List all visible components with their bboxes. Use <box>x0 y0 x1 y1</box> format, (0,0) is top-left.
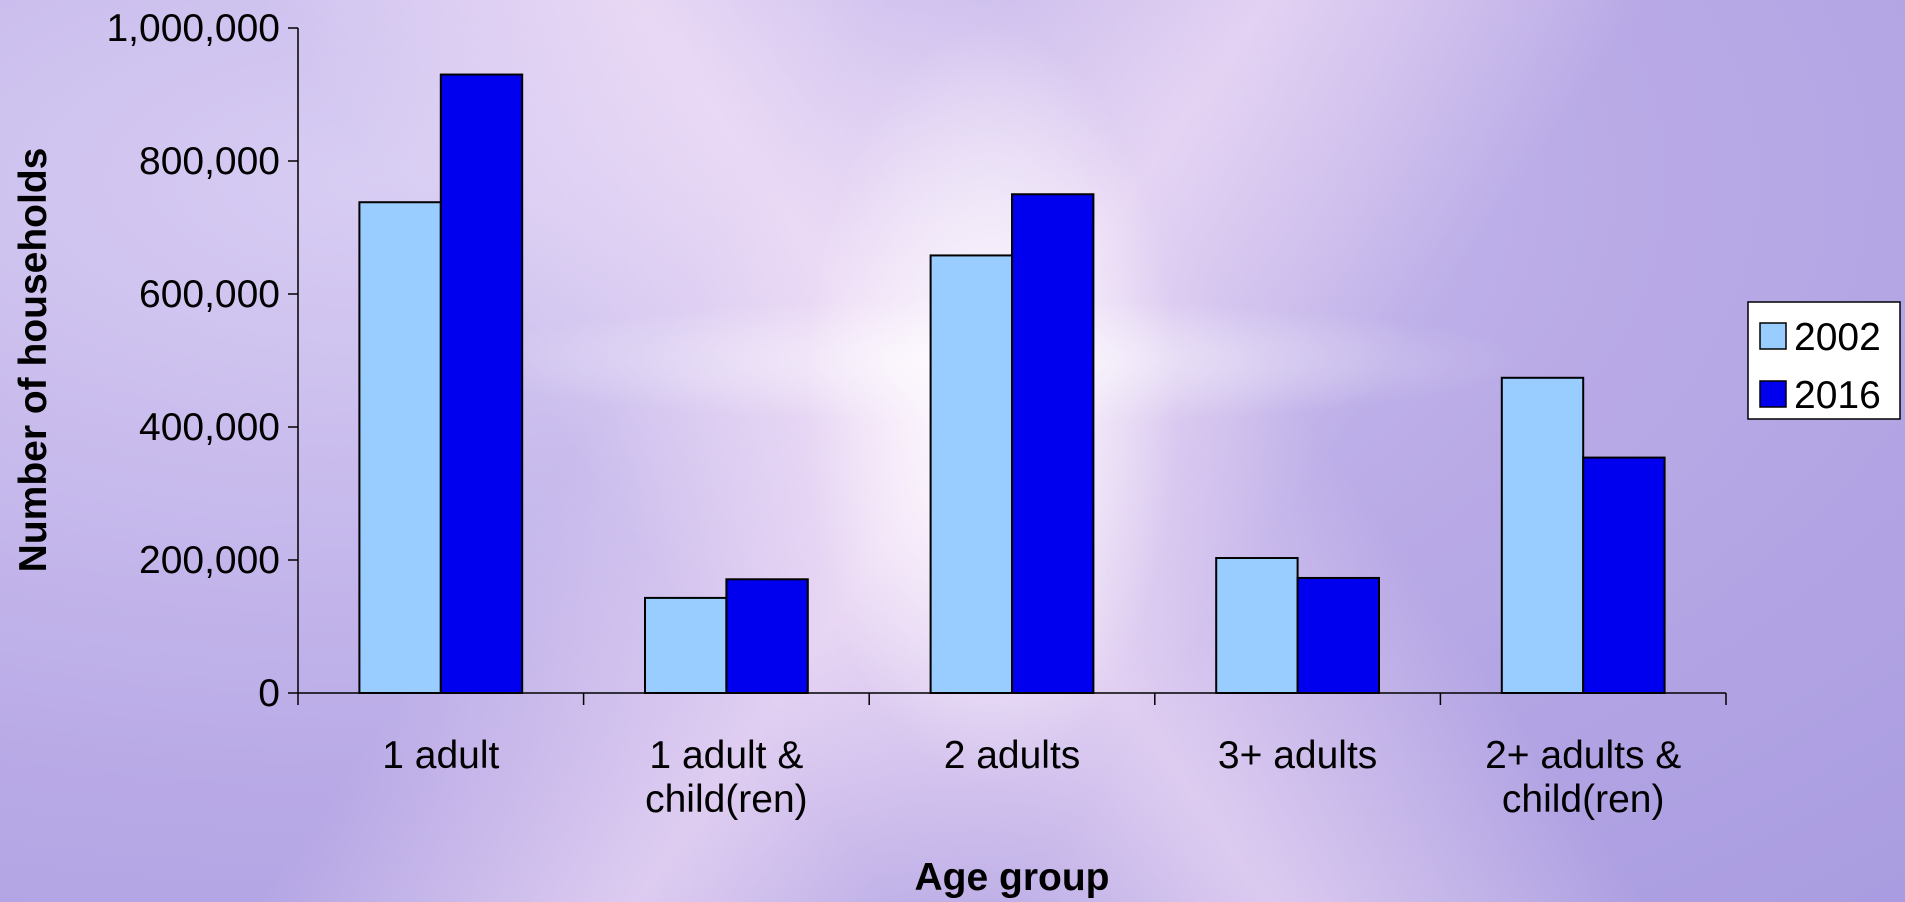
y-tick-label: 600,000 <box>139 273 280 316</box>
legend-label-2002: 2002 <box>1794 316 1881 359</box>
bars <box>358 73 1666 695</box>
y-tick-label: 800,000 <box>139 140 280 183</box>
bar-2002-4 <box>1500 376 1585 694</box>
bar-2016-0 <box>439 73 524 695</box>
bar-2002-0 <box>358 201 442 694</box>
y-tick-label: 0 <box>258 672 280 715</box>
x-tick-label: 2 adults <box>944 734 1081 777</box>
x-tick-label: 1 adult & child(ren) <box>645 734 808 821</box>
y-tick-label: 1,000,000 <box>106 7 280 50</box>
legend-label-2016: 2016 <box>1794 374 1881 417</box>
bar-2016-4 <box>1582 456 1666 694</box>
x-tick-label: 2+ adults & child(ren) <box>1485 734 1681 821</box>
bar-2002-2 <box>929 254 1014 694</box>
x-axis-title: Age group <box>915 856 1110 899</box>
bar-2016-2 <box>1011 193 1095 694</box>
bar-2016-3 <box>1296 576 1380 695</box>
x-axis: 1 adult 1 adult & child(ren) 2 adults 3+ adu… <box>297 692 1727 821</box>
y-axis: 0 200,000 400,000 600,000 800,000 1,000,000 <box>106 7 299 715</box>
bar-2002-3 <box>1215 557 1299 694</box>
y-tick-label: 200,000 <box>139 539 280 582</box>
x-tick-label: 3+ adults <box>1218 734 1377 777</box>
bar-2016-1 <box>725 578 809 694</box>
y-tick-label: 400,000 <box>139 406 280 449</box>
bar-2002-1 <box>644 596 728 695</box>
legend-swatch-2016 <box>1759 380 1787 408</box>
y-axis-title: Number of households <box>12 148 55 573</box>
legend-swatch-2002 <box>1759 322 1787 350</box>
x-tick-label: 1 adult <box>382 734 499 777</box>
legend: 2002 2016 <box>1747 301 1901 420</box>
